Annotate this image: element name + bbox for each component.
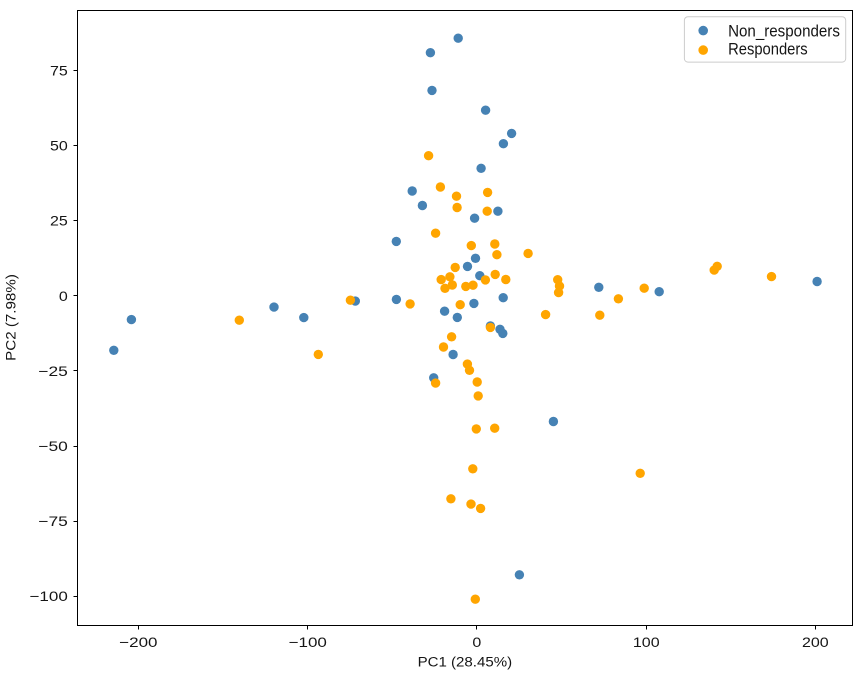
svg-text:200: 200 <box>802 634 829 650</box>
svg-text:−100: −100 <box>30 588 69 604</box>
svg-text:100: 100 <box>633 634 660 650</box>
svg-text:−100: −100 <box>289 634 328 650</box>
svg-text:PC1 (28.45%): PC1 (28.45%) <box>418 655 512 671</box>
svg-text:−75: −75 <box>38 513 68 529</box>
svg-text:25: 25 <box>50 213 68 229</box>
svg-text:PC2 (7.98%): PC2 (7.98%) <box>4 274 20 361</box>
svg-text:−200: −200 <box>119 634 158 650</box>
svg-text:0: 0 <box>59 288 68 304</box>
svg-text:50: 50 <box>50 138 68 154</box>
svg-text:0: 0 <box>472 634 481 650</box>
svg-text:−50: −50 <box>38 438 68 454</box>
svg-text:−25: −25 <box>38 363 68 379</box>
svg-text:Responders: Responders <box>728 41 808 59</box>
svg-text:75: 75 <box>50 63 68 79</box>
svg-text:Non_responders: Non_responders <box>728 23 840 41</box>
